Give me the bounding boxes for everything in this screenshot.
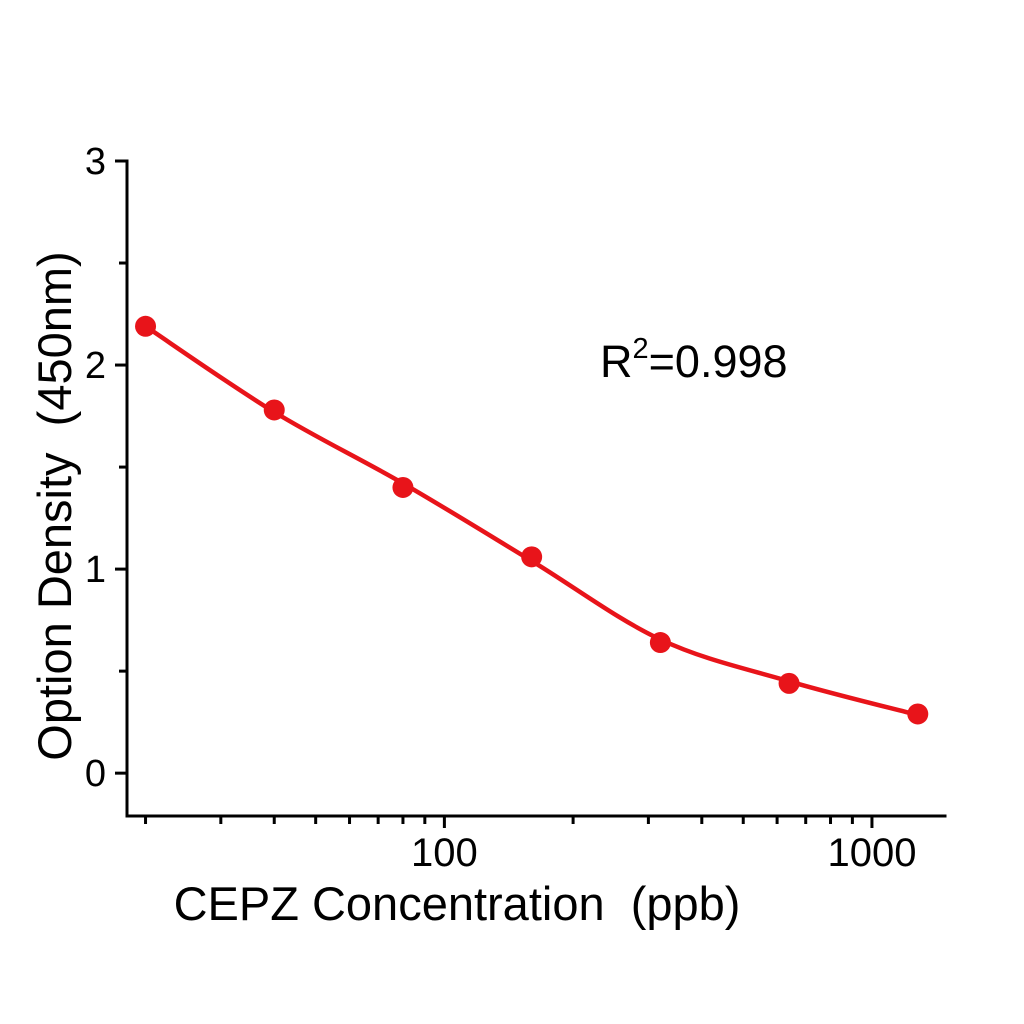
y-tick-label: 1 [85,549,106,591]
y-axis-title: Option Density (450nm) [28,251,81,761]
annotation-value: =0.998 [648,336,788,387]
data-point [135,315,157,337]
x-tick-label: 1000 [827,831,916,875]
data-point [521,546,543,568]
y-tick-label: 2 [85,345,106,387]
annotation-base: R [600,336,633,387]
data-point [392,476,414,498]
y-tick-label: 3 [85,141,106,183]
data-point [263,399,285,421]
annotation-superscript: 2 [632,333,649,365]
fit-curve [143,324,921,718]
data-point [907,703,929,725]
data-point [778,672,800,694]
x-axis-title: CEPZ Concentration (ppb) [173,877,741,930]
x-tick-label: 100 [411,831,478,875]
data-point [649,632,671,654]
r-squared-annotation: R2=0.998 [600,335,788,387]
y-tick-label: 0 [85,753,106,795]
